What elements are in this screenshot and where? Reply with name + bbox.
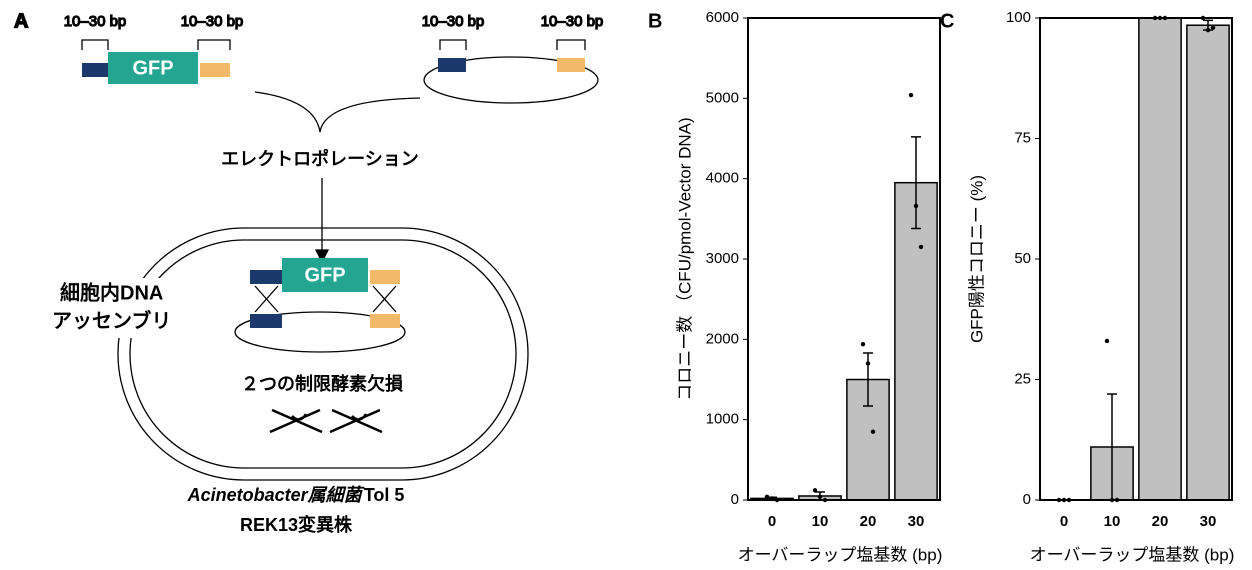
crossover bbox=[254, 285, 397, 313]
data-point bbox=[812, 488, 818, 493]
step-label: エレクトロポレーション bbox=[221, 148, 419, 169]
y-tick-label: 4000 bbox=[706, 170, 739, 187]
plot-frame bbox=[747, 17, 941, 501]
gfp-box bbox=[282, 258, 368, 292]
panel-label: C bbox=[940, 10, 954, 32]
y-tick-label: 5000 bbox=[706, 89, 739, 106]
data-point bbox=[865, 361, 871, 366]
bp-label: 10–30 bp bbox=[181, 13, 244, 30]
data-point bbox=[918, 244, 924, 250]
assembly-label: アッセンブリ bbox=[52, 308, 171, 332]
homology-arm bbox=[250, 270, 282, 284]
x-axis-label: オーバーラップ塩基数 (bp) bbox=[1030, 545, 1235, 564]
gfp-box bbox=[108, 52, 198, 84]
x-tick-label: 30 bbox=[1200, 513, 1217, 530]
data-point bbox=[764, 494, 770, 499]
strain-plain: Tol 5 bbox=[364, 485, 405, 505]
label-bg bbox=[58, 278, 198, 338]
cell-outer bbox=[117, 227, 529, 481]
cell-inner bbox=[129, 239, 517, 469]
homology-arm bbox=[438, 58, 466, 72]
strain-italic: Acinetobacter属細菌 bbox=[187, 485, 365, 505]
data-point bbox=[860, 341, 866, 347]
homology-arm bbox=[200, 63, 230, 77]
x-tick-label: 0 bbox=[1060, 513, 1068, 530]
y-tick-label: 25 bbox=[1014, 370, 1031, 387]
gfp-label: GFP bbox=[132, 57, 173, 79]
vector bbox=[423, 56, 599, 104]
panel-label: A bbox=[14, 10, 28, 32]
data-point bbox=[1205, 27, 1211, 33]
homology-arm bbox=[250, 314, 282, 328]
homology-arm bbox=[370, 270, 400, 284]
x-tick-label: 10 bbox=[1104, 513, 1121, 530]
arrow-head bbox=[314, 249, 330, 264]
data-point bbox=[908, 92, 914, 98]
bp-label: 10–30 bp bbox=[64, 13, 127, 30]
homology-arm bbox=[82, 63, 108, 77]
x-tick-label: 20 bbox=[860, 513, 877, 530]
y-tick-label: 3000 bbox=[706, 250, 739, 267]
y-tick-label: 6000 bbox=[706, 9, 739, 26]
data-point bbox=[1210, 25, 1216, 30]
gfp-label: GFP bbox=[304, 264, 345, 286]
y-tick-label: 1000 bbox=[706, 411, 739, 428]
y-tick-label: 0 bbox=[731, 491, 739, 508]
diagram: A 10–30 bp 10–30 bp 10–30 bp 10–30 bp GF… bbox=[13, 10, 604, 535]
assembly-label: 細胞内DNA bbox=[60, 280, 163, 304]
homology-arm bbox=[557, 58, 585, 72]
deletion-icon bbox=[269, 408, 383, 434]
panel-label: B bbox=[648, 10, 662, 32]
y-axis-label: GFP陽性コロニー (%) bbox=[967, 175, 986, 343]
y-tick-label: 50 bbox=[1014, 250, 1031, 267]
x-axis-label: オーバーラップ塩基数 (bp) bbox=[738, 545, 943, 564]
bar bbox=[1186, 24, 1230, 501]
strain-label: REK13変異株 bbox=[240, 514, 353, 535]
y-tick-label: 0 bbox=[1023, 491, 1031, 508]
deletion-label: ２つの制限酵素欠損 bbox=[241, 373, 404, 394]
bracket bbox=[81, 39, 586, 50]
data-point bbox=[913, 203, 919, 209]
vector bbox=[234, 311, 406, 353]
y-axis-label: コロニー数 （CFU/pmol-Vector DNA) bbox=[675, 117, 694, 400]
plot-frame bbox=[1039, 17, 1233, 501]
bar bbox=[1138, 17, 1182, 501]
bar bbox=[894, 181, 938, 501]
bp-label: 10–30 bp bbox=[422, 13, 485, 30]
data-point bbox=[870, 429, 876, 434]
y-tick-label: 75 bbox=[1014, 129, 1031, 146]
y-tick-label: 2000 bbox=[706, 330, 739, 347]
x-tick-label: 30 bbox=[908, 513, 925, 530]
bp-label: 10–30 bp bbox=[541, 13, 604, 30]
x-tick-label: 10 bbox=[812, 513, 829, 530]
error-bar bbox=[911, 136, 921, 230]
data-point bbox=[1104, 338, 1110, 344]
merge bbox=[254, 91, 421, 133]
data-point bbox=[817, 494, 823, 499]
y-tick-label: 100 bbox=[1006, 9, 1031, 26]
x-tick-label: 0 bbox=[768, 513, 776, 530]
homology-arm bbox=[370, 314, 400, 328]
strain-label: Acinetobacter属細菌 Tol 5 bbox=[187, 485, 405, 505]
x-tick-label: 20 bbox=[1152, 513, 1169, 530]
